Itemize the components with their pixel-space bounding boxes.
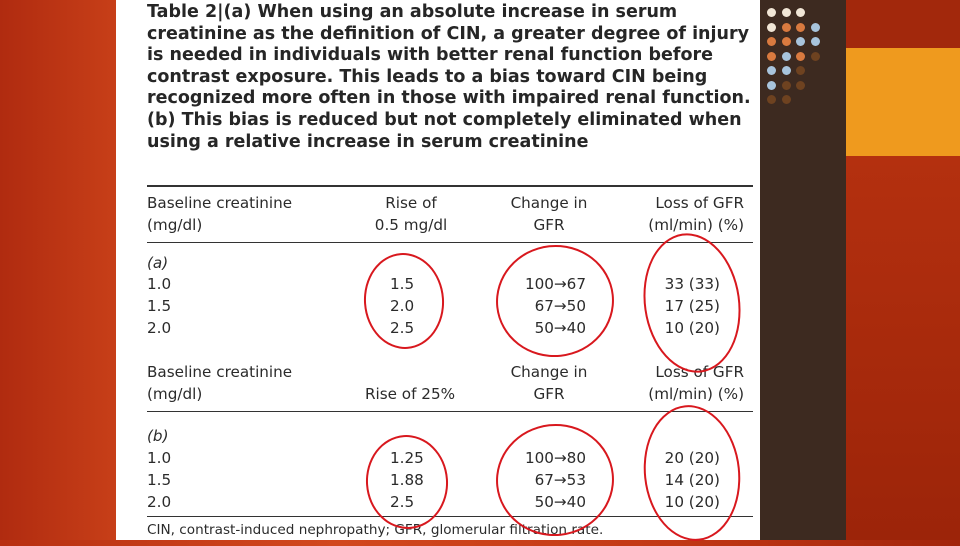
header-baseline-line1: Baseline creatinine [147, 194, 293, 212]
b-row1-rise: 1.25 [390, 449, 424, 467]
decorative-dot [767, 8, 776, 17]
b-header-loss-line1: Loss of GFR [655, 363, 744, 381]
annotation-circle-b-loss [637, 400, 747, 546]
a-row3-change: 50→40 [534, 319, 586, 337]
decorative-dot [767, 37, 776, 46]
decorative-dot [781, 66, 791, 75]
header-loss-line1: Loss of GFR [655, 194, 744, 212]
b-row1-loss: 20 (20) [664, 449, 720, 467]
header-rule-a [147, 242, 753, 244]
section-b-label: (b) [147, 427, 169, 445]
header-rise-line1: Rise of [385, 194, 437, 212]
caption-line: using a relative increase in serum creat… [147, 131, 589, 152]
decorative-dot [810, 37, 820, 46]
b-row2-loss: 14 (20) [664, 471, 720, 489]
dark-sidebar-band [760, 0, 846, 540]
header-rule-b [147, 411, 753, 413]
decorative-dot [767, 95, 776, 104]
decorative-dot [796, 37, 805, 46]
b-row2-change: 67→53 [534, 471, 586, 489]
header-rise-line2: 0.5 mg/dl [374, 216, 448, 234]
b-row1-baseline: 1.0 [147, 449, 172, 467]
annotation-circle-a-loss [634, 227, 750, 379]
b-row2-rise: 1.88 [390, 471, 424, 489]
table-image: Table 2|(a) When using an absolute incre… [116, 0, 760, 546]
table-top-rule [147, 185, 753, 187]
a-row1-baseline: 1.0 [147, 275, 172, 293]
a-row3-loss: 10 (20) [664, 319, 720, 337]
decorative-dot [796, 66, 805, 75]
a-row1-change: 100→67 [524, 275, 586, 293]
a-row2-baseline: 1.5 [147, 297, 172, 315]
a-row3-rise: 2.5 [390, 319, 415, 337]
a-row1-rise: 1.5 [390, 275, 415, 293]
decorative-dot [781, 51, 791, 61]
decorative-dot [767, 80, 776, 90]
b-row3-loss: 10 (20) [664, 493, 720, 511]
b-header-baseline-line2: (mg/dl) [147, 385, 203, 403]
b-row1-change: 100→80 [524, 449, 586, 467]
table-caption: Table 2|(a) When using an absolute incre… [147, 2, 757, 153]
a-row3-baseline: 2.0 [147, 319, 172, 337]
decorative-dot [767, 66, 776, 75]
caption-line: contrast exposure. This leads to a bias … [147, 66, 708, 87]
header-baseline-line2: (mg/dl) [147, 216, 203, 234]
decorative-dot [796, 8, 805, 17]
header-loss-line2: (ml/min) (%) [648, 216, 744, 234]
b-header-change-line2: GFR [533, 385, 565, 403]
section-a-label: (a) [147, 254, 169, 272]
annotation-circle-a-change [490, 239, 620, 363]
decorative-dot-grid [767, 8, 839, 118]
decorative-dot [781, 37, 791, 46]
header-change-line2: GFR [533, 216, 565, 234]
decorative-dot [767, 51, 776, 61]
annotation-circle-a-rise [360, 250, 448, 352]
caption-line: recognized more often in those with impa… [147, 88, 751, 109]
caption-line: creatinine as the definition of CIN, a g… [147, 23, 750, 44]
decorative-dot [781, 95, 791, 104]
b-header-change-line1: Change in [510, 363, 588, 381]
b-row3-change: 50→40 [534, 493, 586, 511]
orange-accent-block [846, 48, 960, 156]
table-footnote: CIN, contrast-induced nephropathy; GFR, … [147, 522, 604, 538]
decorative-dot [810, 22, 820, 32]
right-top-band [846, 0, 960, 48]
left-background-band [0, 0, 116, 540]
a-row2-rise: 2.0 [390, 297, 415, 315]
right-background-band [846, 156, 960, 540]
caption-line: (b) This bias is reduced but not complet… [147, 109, 742, 130]
b-header-baseline-line1: Baseline creatinine [147, 363, 293, 381]
caption-line: is needed in individuals with better ren… [147, 45, 713, 66]
decorative-dot [810, 51, 820, 61]
decorative-dot [781, 8, 791, 17]
decorative-dot [781, 22, 791, 32]
table-bottom-rule [147, 516, 753, 518]
decorative-dot [796, 22, 805, 32]
decorative-dot [796, 80, 805, 90]
b-row3-baseline: 2.0 [147, 493, 172, 511]
decorative-dot [767, 22, 776, 32]
b-row3-rise: 2.5 [390, 493, 415, 511]
a-row1-loss: 33 (33) [664, 275, 720, 293]
decorative-dot [796, 51, 805, 61]
a-row2-loss: 17 (25) [664, 297, 720, 315]
header-change-line1: Change in [510, 194, 588, 212]
decorative-dot [781, 80, 791, 90]
b-header-loss-line2: (ml/min) (%) [648, 385, 744, 403]
caption-line: Table 2|(a) When using an absolute incre… [147, 2, 678, 22]
a-row2-change: 67→50 [534, 297, 586, 315]
b-row2-baseline: 1.5 [147, 471, 172, 489]
b-header-rise: Rise of 25% [364, 385, 456, 403]
